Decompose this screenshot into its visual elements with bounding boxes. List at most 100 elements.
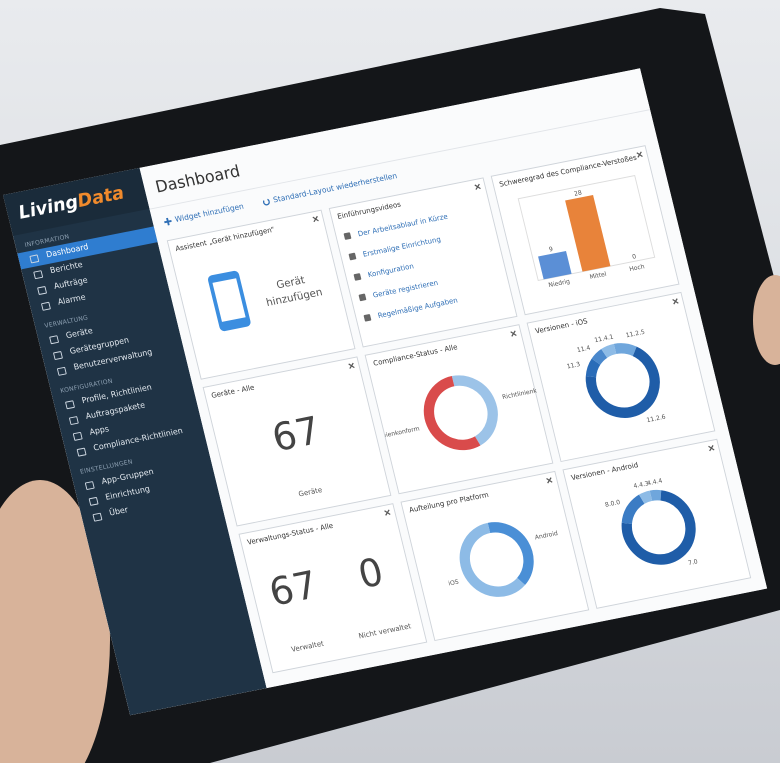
stat-label: Verwaltet xyxy=(290,638,325,654)
action[interactable]: Standard-Layout wiederherstellen xyxy=(261,171,398,206)
video-icon xyxy=(358,293,367,301)
nav-icon xyxy=(72,431,83,441)
video-icon xyxy=(353,272,362,281)
nav-icon xyxy=(88,496,99,506)
widget: Aufteilung pro Platform Android iOS xyxy=(400,470,590,642)
chart: Android iOS xyxy=(448,522,559,597)
video-icon xyxy=(363,313,372,322)
close-icon[interactable] xyxy=(348,362,356,370)
segment-label: 4.4.3 xyxy=(633,480,650,490)
nav-icon xyxy=(33,269,44,279)
widget: Schweregrad des Compliance-Verstoßes 9 Nie… xyxy=(490,145,680,316)
close-stroke xyxy=(709,445,714,452)
close-icon[interactable] xyxy=(474,183,482,191)
widget: Versionen - iOS 11.2.5 11.2.6 11.3 11.4 11.4.… xyxy=(526,291,716,463)
segment-label: iOS xyxy=(448,579,460,588)
close-icon[interactable] xyxy=(636,151,644,159)
stat-value: 0 xyxy=(354,550,388,598)
widget: Assistent „Gerät hinzufügen“ Gerät hinzu… xyxy=(166,209,356,380)
close-stroke xyxy=(511,330,516,337)
main: Dashboard Widget hinzufügen Standard-Lay… xyxy=(139,68,768,689)
device-count: 67 xyxy=(267,408,325,461)
segment-label: 11.4 xyxy=(576,345,591,355)
close-icon[interactable] xyxy=(545,476,553,484)
video-icon xyxy=(343,231,352,240)
close-icon[interactable] xyxy=(383,509,391,517)
action-label[interactable]: Widget hinzufügen xyxy=(174,201,245,224)
reset-icon xyxy=(262,198,270,205)
donut-segment xyxy=(601,343,617,358)
widget-title: Geräte - Alle xyxy=(210,382,256,400)
stat-value: 67 xyxy=(265,563,322,616)
donut-segment xyxy=(451,375,498,446)
segment-label: 4.4.4 xyxy=(646,477,663,487)
value-label: 9 xyxy=(548,246,554,254)
close-stroke xyxy=(313,215,318,223)
close-stroke xyxy=(547,477,552,484)
donut-segment xyxy=(585,346,660,418)
value-label: 0 xyxy=(632,253,638,261)
assistant-label[interactable]: Gerät hinzufügen xyxy=(264,273,324,309)
category-label: Hoch xyxy=(629,263,646,273)
stat-label: Nicht verwaltet xyxy=(357,621,412,641)
action[interactable]: Widget hinzufügen xyxy=(163,201,245,226)
close-stroke xyxy=(637,151,642,158)
nav-icon xyxy=(48,334,59,344)
segment-label: 11.4.1 xyxy=(594,334,615,345)
nav-icon xyxy=(52,350,63,360)
video-link[interactable]: Konfiguration xyxy=(366,261,415,279)
close-icon[interactable] xyxy=(707,444,715,452)
widget: Versionen - Android 4.4.4 7.0 8.0.0 4.4.3 xyxy=(562,438,752,609)
category-label: Niedrig xyxy=(548,278,571,289)
video-icon xyxy=(348,252,357,260)
close-icon[interactable] xyxy=(672,297,680,305)
donut-segment xyxy=(585,358,601,378)
widget: Verwaltungs-Status - Alle 67 Verwaltet 0… xyxy=(238,503,428,674)
widget: Geräte - Alle 67 Geräte xyxy=(202,356,392,527)
chart: 4.4.4 7.0 8.0.0 4.4.3 xyxy=(604,477,698,567)
nav-icon xyxy=(84,480,95,490)
left-hand xyxy=(0,480,110,763)
donut-segment xyxy=(621,490,696,565)
phone-icon xyxy=(208,270,251,332)
segment-label: 11.2.5 xyxy=(625,329,646,340)
donut-segment xyxy=(423,376,481,451)
plus-icon xyxy=(163,217,172,226)
nav-icon xyxy=(92,512,103,522)
nav-icon xyxy=(56,366,67,376)
logo-part: Living xyxy=(16,191,81,224)
category-label: Mittel xyxy=(589,271,608,281)
donut-segment xyxy=(591,349,608,365)
donut-segment xyxy=(649,489,662,501)
segment-label: Android xyxy=(534,530,559,541)
segment-label: 11.3 xyxy=(566,361,581,371)
logo-part: Data xyxy=(75,182,127,212)
nav-icon xyxy=(29,253,40,263)
segment-label: 11.2.6 xyxy=(646,414,667,425)
video-list: Der Arbeitsablauf in Kürze Erstmalige Ein… xyxy=(334,197,514,330)
donut-segment xyxy=(613,343,637,357)
donut-segment xyxy=(639,490,653,504)
right-finger xyxy=(753,275,780,365)
nav-label[interactable]: Über xyxy=(108,505,130,519)
widget-title: Verwaltungs-Status - Alle xyxy=(246,521,334,547)
bar xyxy=(538,250,572,280)
nav-icon xyxy=(68,415,79,425)
close-icon[interactable] xyxy=(312,215,320,223)
widget: Compliance-Status - Alle Richtlinienkonfo… xyxy=(364,324,554,495)
device-label: Geräte xyxy=(297,485,323,499)
donut-segment xyxy=(621,494,645,525)
donut-segment xyxy=(487,522,534,586)
nav-icon xyxy=(40,301,51,311)
donut-segment xyxy=(459,522,526,597)
nav-icon xyxy=(76,447,87,457)
close-icon[interactable] xyxy=(510,330,518,338)
widget-title: Assistent „Gerät hinzufügen“ xyxy=(174,224,276,254)
value-label: 28 xyxy=(573,189,582,197)
chart: 9 Niedrig 28 Mittel 0 Hoch xyxy=(517,174,656,289)
screen: LivingData INFORMATION Dashboard Berichte A… xyxy=(3,68,768,716)
segment-label: 8.0.0 xyxy=(604,499,621,509)
bar xyxy=(565,194,611,272)
widget: Einführungsvideos Der Arbeitsablauf in K… xyxy=(328,177,518,348)
